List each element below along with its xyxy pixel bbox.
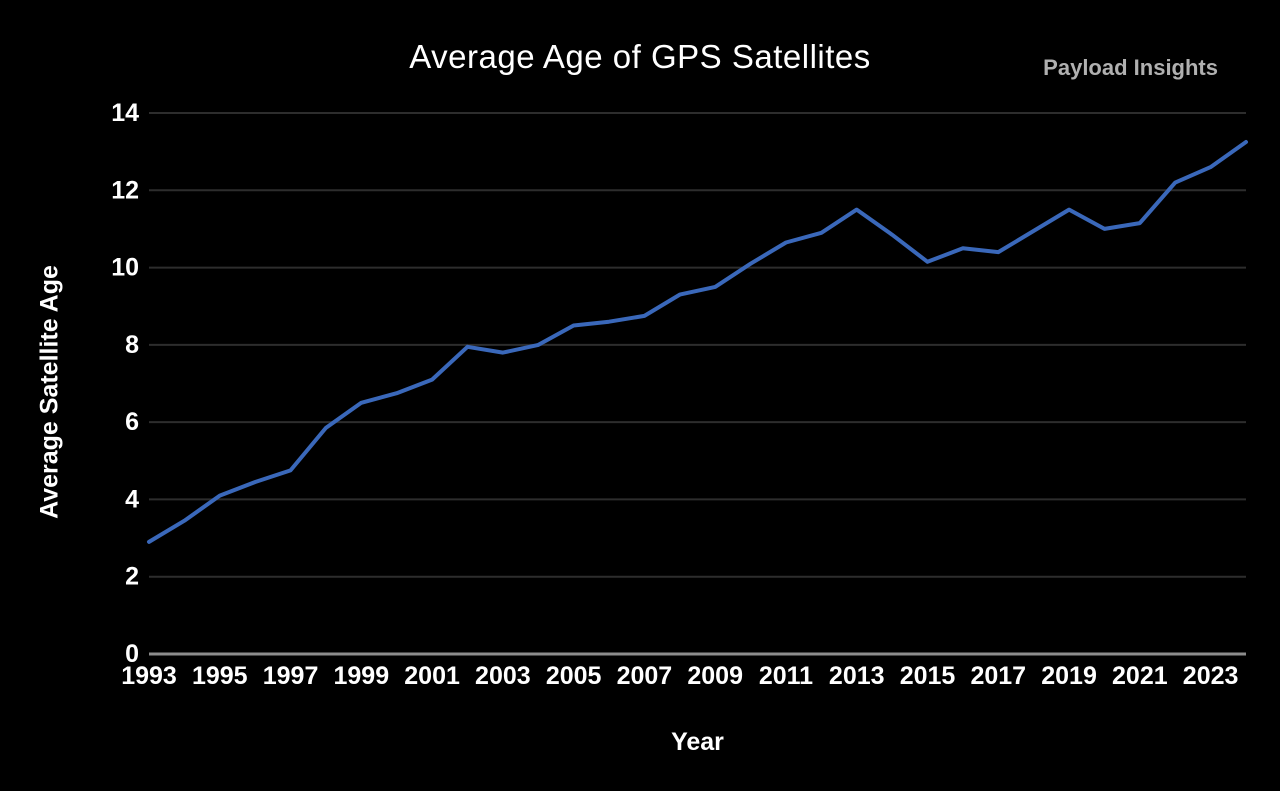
y-tick-label: 12 xyxy=(111,176,139,204)
x-tick-label: 1995 xyxy=(192,662,248,690)
y-tick-label: 10 xyxy=(111,254,139,282)
x-tick-label: 2023 xyxy=(1183,662,1239,690)
data-line-average-satellite-age xyxy=(147,140,1248,544)
x-tick-label: 1993 xyxy=(121,662,177,690)
x-tick-label: 2013 xyxy=(829,662,885,690)
x-tick-label: 2009 xyxy=(687,662,743,690)
x-tick-label: 2017 xyxy=(970,662,1026,690)
y-tick-label: 4 xyxy=(125,485,139,513)
y-tick-label: 0 xyxy=(125,640,139,668)
x-tick-label: 1999 xyxy=(334,662,390,690)
x-tick-label: 2007 xyxy=(617,662,673,690)
x-tick-label: 2021 xyxy=(1112,662,1168,690)
x-tick-label: 2011 xyxy=(759,662,813,690)
x-tick-label: 2001 xyxy=(404,662,460,690)
x-tick-label: 1997 xyxy=(263,662,319,690)
x-tick-label: 2003 xyxy=(475,662,531,690)
y-tick-label: 6 xyxy=(125,408,139,436)
x-tick-label: 2005 xyxy=(546,662,602,690)
x-axis-label: Year xyxy=(671,728,724,756)
x-tick-label: 2019 xyxy=(1041,662,1097,690)
y-tick-label: 14 xyxy=(111,99,139,127)
chart-title: Average Age of GPS Satellites xyxy=(409,38,871,75)
x-tick-label: 2015 xyxy=(900,662,956,690)
y-tick-label: 8 xyxy=(125,331,139,359)
brand-watermark: Payload Insights xyxy=(1043,55,1218,80)
y-tick-label: 2 xyxy=(125,563,139,591)
